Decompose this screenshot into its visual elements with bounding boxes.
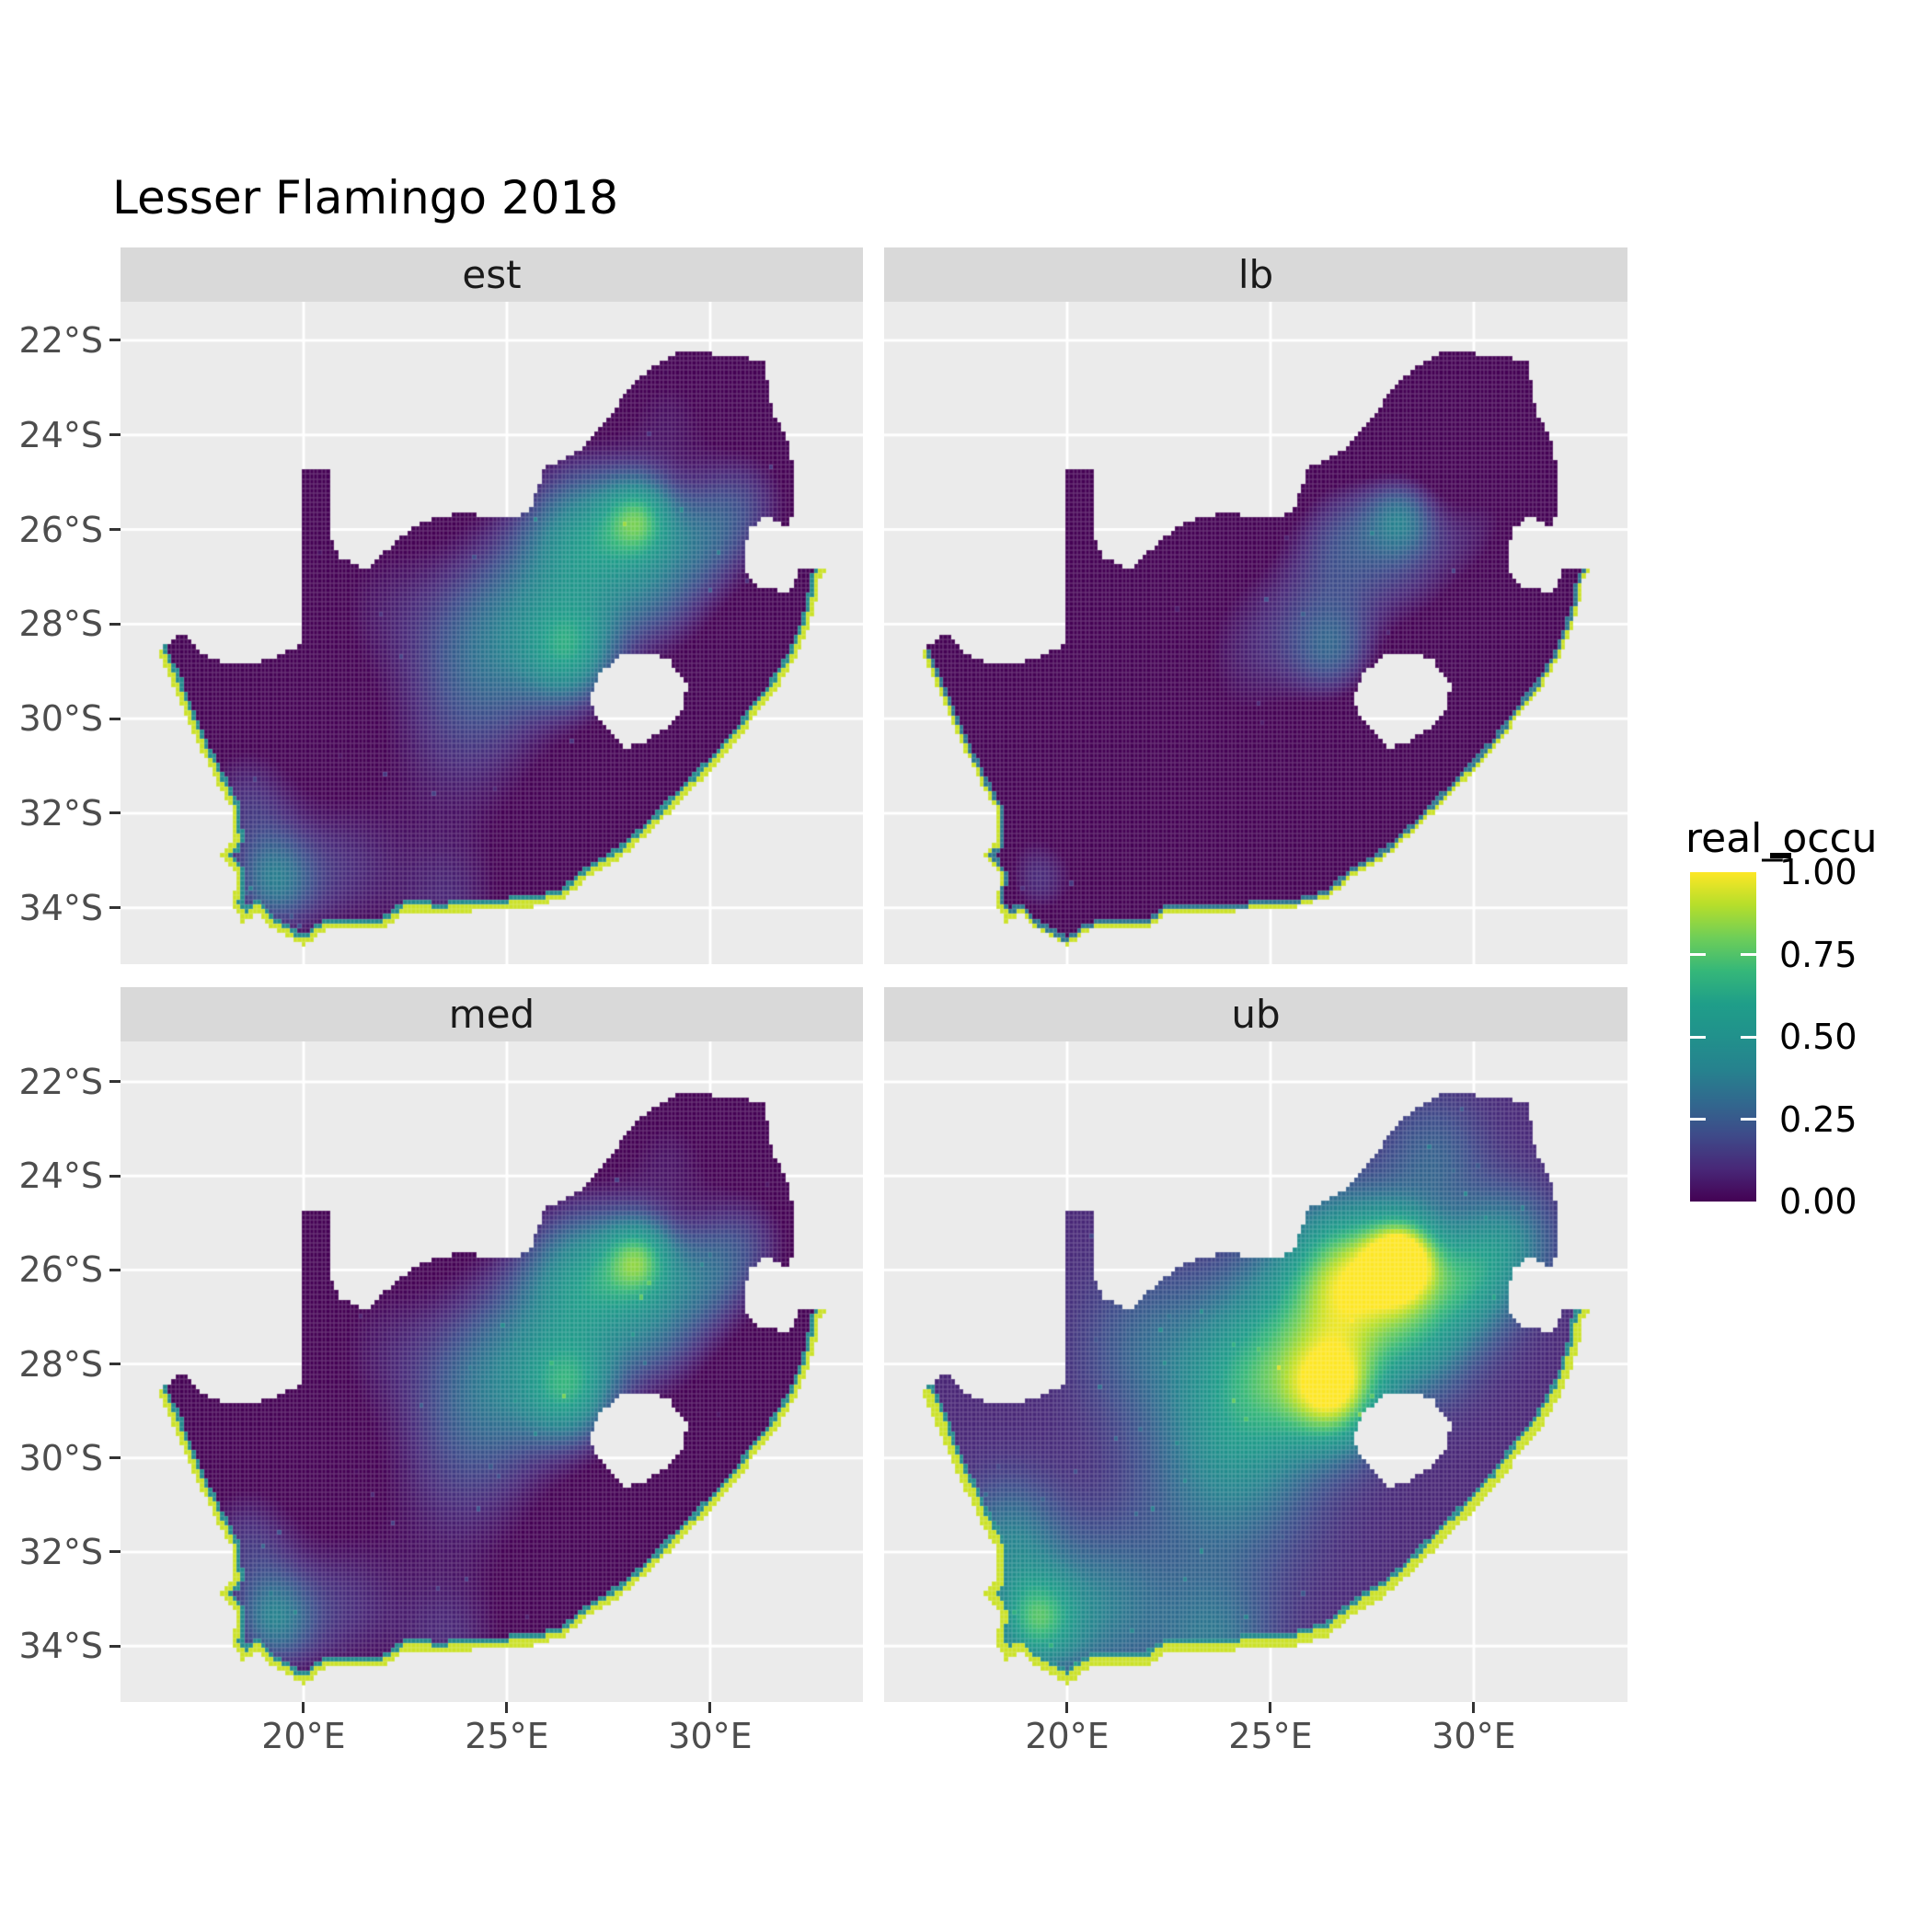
y-tick-label-22°S-row0: 22°S bbox=[18, 319, 103, 361]
y-tick-label-34°S-row1: 34°S bbox=[18, 1626, 103, 1667]
y-tick-label-28°S-row0: 28°S bbox=[18, 604, 103, 645]
map-canvas-est bbox=[121, 302, 863, 964]
y-tick-label-26°S-row1: 26°S bbox=[18, 1249, 103, 1291]
x-tick-label-25°E-col1: 25°E bbox=[1228, 1716, 1313, 1756]
map-panel-ub bbox=[884, 1041, 1627, 1702]
x-tick-mark bbox=[1065, 1702, 1069, 1713]
plot-title: Lesser Flamingo 2018 bbox=[112, 171, 619, 224]
y-tick-mark bbox=[109, 1080, 121, 1084]
y-tick-mark bbox=[109, 1363, 121, 1366]
x-tick-mark bbox=[1269, 1702, 1272, 1713]
y-tick-label-24°S-row1: 24°S bbox=[18, 1156, 103, 1197]
x-tick-label-30°E-col1: 30°E bbox=[1432, 1716, 1516, 1756]
facet-strip-med: med bbox=[121, 987, 863, 1041]
y-tick-label-32°S-row0: 32°S bbox=[18, 792, 103, 834]
y-tick-mark bbox=[109, 1550, 121, 1554]
y-tick-mark bbox=[109, 1268, 121, 1271]
y-tick-label-26°S-row0: 26°S bbox=[18, 509, 103, 550]
legend-label-1.00: 1.00 bbox=[1779, 852, 1857, 892]
y-tick-mark bbox=[109, 811, 121, 815]
legend-tick-mark bbox=[1741, 953, 1756, 956]
x-tick-mark bbox=[708, 1702, 712, 1713]
y-tick-label-30°S-row0: 30°S bbox=[18, 698, 103, 740]
x-tick-mark bbox=[302, 1702, 305, 1713]
x-tick-label-30°E-col0: 30°E bbox=[668, 1716, 753, 1756]
facet-strip-label-lb: lb bbox=[1237, 252, 1274, 297]
legend-tick-mark bbox=[1690, 1035, 1706, 1039]
x-tick-label-20°E-col0: 20°E bbox=[261, 1716, 346, 1756]
y-tick-mark bbox=[109, 433, 121, 437]
x-tick-mark bbox=[1472, 1702, 1476, 1713]
legend-tick-mark bbox=[1741, 1035, 1756, 1039]
legend-tick-mark bbox=[1741, 1118, 1756, 1121]
y-tick-label-24°S-row0: 24°S bbox=[18, 414, 103, 455]
y-tick-label-22°S-row1: 22°S bbox=[18, 1061, 103, 1102]
legend-label-0.25: 0.25 bbox=[1779, 1098, 1857, 1140]
legend-tick-mark bbox=[1690, 953, 1706, 956]
legend-tick-mark bbox=[1690, 1118, 1706, 1121]
y-tick-mark bbox=[109, 528, 121, 532]
facet-strip-label-est: est bbox=[462, 252, 522, 297]
x-tick-mark bbox=[505, 1702, 509, 1713]
facet-strip-label-med: med bbox=[448, 992, 535, 1037]
map-canvas-lb bbox=[884, 302, 1627, 964]
facet-strip-est: est bbox=[121, 247, 863, 302]
y-tick-mark bbox=[109, 1174, 121, 1178]
y-tick-mark bbox=[109, 1644, 121, 1648]
facet-strip-label-ub: ub bbox=[1231, 992, 1281, 1037]
y-tick-mark bbox=[109, 1456, 121, 1460]
map-panel-med bbox=[121, 1041, 863, 1702]
y-tick-mark bbox=[109, 339, 121, 342]
y-tick-label-28°S-row1: 28°S bbox=[18, 1343, 103, 1385]
legend-label-0.50: 0.50 bbox=[1779, 1017, 1857, 1057]
y-tick-label-34°S-row0: 34°S bbox=[18, 887, 103, 928]
y-tick-label-30°S-row1: 30°S bbox=[18, 1437, 103, 1478]
x-tick-label-20°E-col1: 20°E bbox=[1025, 1716, 1110, 1756]
legend-top-tick bbox=[1770, 853, 1791, 858]
x-tick-label-25°E-col0: 25°E bbox=[465, 1716, 549, 1756]
legend-label-0.75: 0.75 bbox=[1779, 934, 1857, 975]
y-tick-mark bbox=[109, 622, 121, 626]
facet-strip-ub: ub bbox=[884, 987, 1627, 1041]
y-tick-mark bbox=[109, 906, 121, 910]
facet-strip-lb: lb bbox=[884, 247, 1627, 302]
map-canvas-ub bbox=[884, 1041, 1627, 1702]
map-canvas-med bbox=[121, 1041, 863, 1702]
legend-label-0.00: 0.00 bbox=[1779, 1181, 1857, 1222]
y-tick-label-32°S-row1: 32°S bbox=[18, 1531, 103, 1572]
map-panel-lb bbox=[884, 302, 1627, 964]
map-panel-est bbox=[121, 302, 863, 964]
y-tick-mark bbox=[109, 717, 121, 720]
